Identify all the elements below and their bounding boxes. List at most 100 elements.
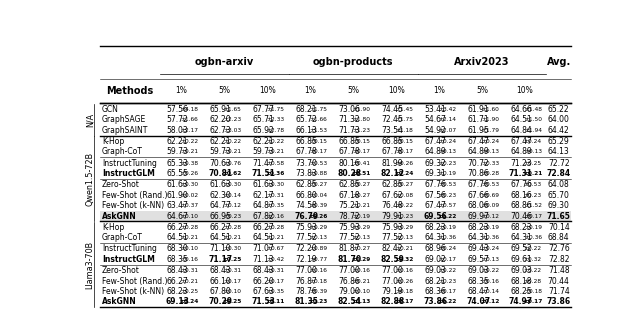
- Text: Zero-Shot: Zero-Shot: [102, 180, 140, 189]
- Text: 82.42: 82.42: [381, 245, 403, 254]
- Text: 69.02: 69.02: [424, 255, 446, 264]
- Text: 68.06: 68.06: [467, 201, 489, 210]
- Text: ±0.17: ±0.17: [438, 257, 456, 262]
- Text: ±0.17: ±0.17: [524, 214, 542, 219]
- Text: InstructGLM: InstructGLM: [102, 255, 155, 264]
- Text: 70.86: 70.86: [467, 169, 489, 178]
- Text: ±1.66: ±1.66: [180, 117, 198, 122]
- Text: ±0.18: ±0.18: [309, 278, 327, 284]
- Text: ±0.27: ±0.27: [352, 246, 370, 251]
- Text: ±2.07: ±2.07: [438, 128, 456, 133]
- Text: ±0.29: ±0.29: [309, 225, 327, 230]
- Text: ±0.18: ±0.18: [524, 289, 542, 294]
- Text: ±0.31: ±0.31: [266, 193, 284, 198]
- Text: ±4.18: ±4.18: [180, 107, 198, 112]
- Text: ±0.25: ±0.25: [223, 299, 242, 304]
- Text: InstructTuning: InstructTuning: [102, 245, 157, 254]
- Text: 67.47: 67.47: [467, 137, 489, 146]
- Text: ±3.03: ±3.03: [223, 128, 241, 133]
- Text: 68.21: 68.21: [296, 105, 317, 114]
- Text: ±0.36: ±0.36: [266, 171, 285, 176]
- Text: 71.07: 71.07: [253, 245, 275, 254]
- Text: 75.21: 75.21: [339, 201, 360, 210]
- Text: 65.91: 65.91: [210, 105, 231, 114]
- Text: 76.48: 76.48: [381, 201, 403, 210]
- Text: ±0.23: ±0.23: [395, 214, 413, 219]
- Text: 72.45: 72.45: [381, 115, 403, 124]
- Text: ±0.28: ±0.28: [223, 225, 241, 230]
- Text: ±0.16: ±0.16: [309, 268, 327, 273]
- Text: ±0.58: ±0.58: [266, 161, 284, 166]
- Text: ±0.10: ±0.10: [180, 214, 198, 219]
- Text: 64.87: 64.87: [253, 201, 275, 210]
- Text: 81.35: 81.35: [294, 297, 318, 307]
- Text: 65.71: 65.71: [253, 115, 275, 124]
- Text: 67.78: 67.78: [296, 147, 317, 156]
- Text: Qwen1.5-72B: Qwen1.5-72B: [85, 152, 95, 206]
- Text: ±0.30: ±0.30: [223, 182, 241, 187]
- Text: 68.43: 68.43: [253, 266, 275, 275]
- Text: 75.93: 75.93: [296, 223, 317, 232]
- Text: ±0.35: ±0.35: [266, 289, 284, 294]
- Text: 64.31: 64.31: [467, 233, 489, 242]
- Text: ±0.17: ±0.17: [266, 278, 284, 284]
- Text: ±0.12: ±0.12: [481, 214, 499, 219]
- Text: 66.13: 66.13: [296, 126, 317, 135]
- Text: 66.27: 66.27: [166, 276, 188, 286]
- Text: ±0.23: ±0.23: [438, 193, 456, 198]
- Text: 72.20: 72.20: [296, 245, 317, 254]
- Text: 62.73: 62.73: [210, 126, 231, 135]
- Text: ±0.28: ±0.28: [481, 171, 499, 176]
- Text: 68.47: 68.47: [467, 287, 489, 296]
- Text: ±0.10: ±0.10: [180, 246, 198, 251]
- Text: 57.72: 57.72: [166, 115, 188, 124]
- Text: 81.70: 81.70: [337, 255, 362, 264]
- Text: 80.16: 80.16: [339, 159, 360, 168]
- Text: 67.82: 67.82: [253, 212, 274, 221]
- Text: 66.85: 66.85: [339, 137, 360, 146]
- Text: 69.13: 69.13: [166, 297, 189, 307]
- Text: ±0.29: ±0.29: [352, 225, 370, 230]
- Text: 71.51: 71.51: [252, 169, 275, 178]
- Text: ±0.53: ±0.53: [438, 182, 456, 187]
- Text: 68.25: 68.25: [510, 287, 532, 296]
- Text: ±0.17: ±0.17: [394, 299, 414, 304]
- Text: ±0.22: ±0.22: [437, 299, 457, 304]
- Text: 81.99: 81.99: [381, 159, 403, 168]
- Text: 58.03: 58.03: [166, 126, 188, 135]
- Text: Methods: Methods: [106, 86, 154, 96]
- Text: 73.86: 73.86: [547, 297, 571, 307]
- Text: ±0.14: ±0.14: [481, 289, 499, 294]
- Text: ±2.14: ±2.14: [438, 117, 456, 122]
- Text: ±0.27: ±0.27: [309, 182, 327, 187]
- Text: ±0.16: ±0.16: [395, 268, 413, 273]
- Text: 68.43: 68.43: [210, 266, 231, 275]
- Text: 77.00: 77.00: [381, 266, 403, 275]
- Text: 80.28: 80.28: [337, 169, 362, 178]
- Text: 72.76: 72.76: [548, 245, 570, 254]
- Text: ±0.21: ±0.21: [223, 150, 241, 154]
- Text: ±0.24: ±0.24: [394, 171, 414, 176]
- Text: 74.97: 74.97: [509, 297, 533, 307]
- Text: 72.72: 72.72: [548, 159, 570, 168]
- Text: 64.89: 64.89: [467, 147, 489, 156]
- Text: ±0.13: ±0.13: [395, 235, 413, 240]
- Text: 74.45: 74.45: [381, 105, 403, 114]
- Text: 82.88: 82.88: [380, 297, 404, 307]
- Text: ±0.23: ±0.23: [223, 214, 241, 219]
- Text: ±0.89: ±0.89: [309, 246, 327, 251]
- Text: 71.53: 71.53: [252, 297, 275, 307]
- Text: ±2.78: ±2.78: [266, 128, 284, 133]
- Text: 68.35: 68.35: [166, 255, 188, 264]
- Text: 73.83: 73.83: [296, 169, 317, 178]
- Text: ±0.62: ±0.62: [223, 171, 242, 176]
- Text: 67.76: 67.76: [467, 180, 489, 189]
- Text: 71.17: 71.17: [209, 255, 232, 264]
- Text: ±0.37: ±0.37: [180, 203, 198, 208]
- Text: 63.47: 63.47: [166, 201, 189, 210]
- Text: ±0.24: ±0.24: [524, 139, 542, 144]
- Text: 71.65: 71.65: [547, 212, 571, 221]
- Text: 61.63: 61.63: [166, 180, 188, 189]
- Text: 71.31: 71.31: [509, 169, 533, 178]
- Text: ±0.51: ±0.51: [351, 171, 371, 176]
